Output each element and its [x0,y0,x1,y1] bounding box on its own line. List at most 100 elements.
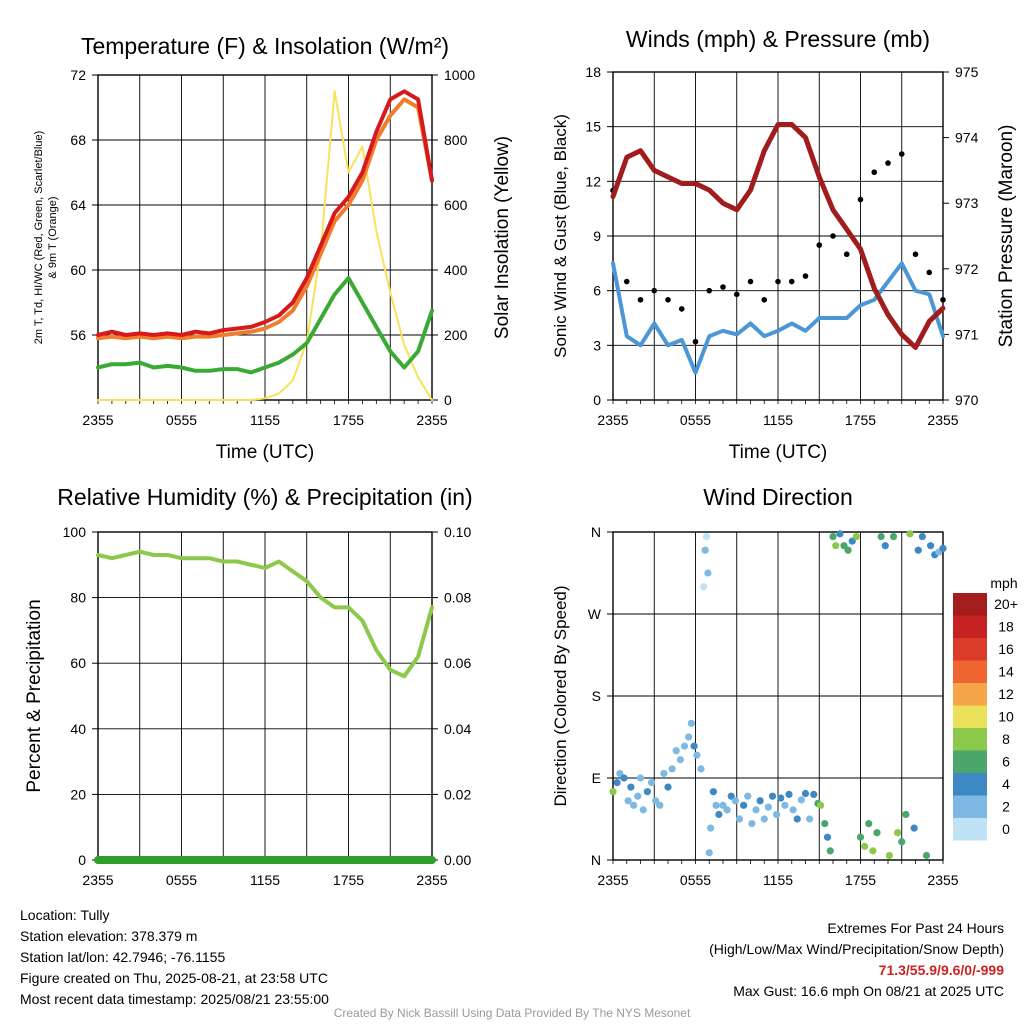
wind-y2tick-label: 975 [955,64,979,80]
direction-point [823,833,832,841]
direction-point [693,751,701,759]
direction-point [656,801,664,809]
wind-gust-point [720,284,726,290]
direction-point [885,851,893,860]
rh-xtick-label: 2355 [82,872,113,888]
colorbar-label: 18 [998,619,1014,635]
direction-point [810,790,818,799]
rh-y2tick-label: 0.10 [444,524,471,540]
wind-ytick-label: 15 [585,119,601,135]
rh-xtick-label: 1755 [333,872,364,888]
temp-y2tick-label: 1000 [444,67,475,83]
colorbar-label: 12 [998,686,1014,702]
colorbar-swatch [953,728,987,751]
direction-point [634,792,642,800]
temp-xtick-label: 2355 [82,412,113,428]
figure-created: Figure created on Thu, 2025-08-21, at 23… [20,970,328,986]
wind-gust-point [926,269,933,276]
direction-point [939,544,947,553]
wind-xlabel: Time (UTC) [729,442,828,463]
direction-point [705,849,713,857]
wind-y2label: Station Pressure (Maroon) [996,125,1017,348]
wind-gust-point [885,160,891,166]
wind-ytick-label: 0 [593,392,601,408]
temp-y2tick-label: 800 [444,132,468,148]
direction-point [668,765,676,773]
temp-series-wetbulb9m [96,97,434,341]
direction-point [752,806,760,814]
direction-point [840,542,848,550]
dir-ytick-label: S [592,688,601,704]
direction-point [624,797,632,805]
direction-point [740,801,748,809]
temp-y2tick-label: 0 [444,392,452,408]
direction-point [793,815,801,823]
dir-ytick-label: N [591,852,601,868]
rh-ylabel: Percent & Precipitation [24,599,45,792]
rh-ytick-label: 100 [63,524,87,540]
temp-xtick-label: 0555 [166,412,197,428]
wind-y2tick-label: 970 [955,392,979,408]
colorbar-label: 16 [998,641,1014,657]
temp-ytick-label: 68 [70,132,86,148]
wind-gust-point [623,278,630,285]
direction-point [704,569,712,577]
direction-point [744,792,752,800]
wind-frame [612,71,944,401]
direction-point [701,546,709,554]
direction-point [652,797,660,805]
dir-xtick-label: 0555 [680,872,711,888]
direction-point [821,819,829,828]
direction-point [690,742,698,750]
direction-point [881,542,889,550]
temp-xtick-label: 2355 [416,412,447,428]
temp-y2label: Solar Insolation (Yellow) [492,136,513,339]
temp-ylabel: 2m T, Td, HI/WC (Red, Green, Scarlet/Blu… [33,131,45,345]
direction-point [797,796,805,804]
temp-series-dewpoint [96,276,434,375]
wind-gust-point [816,242,823,248]
colorbar-label: 20+ [994,596,1018,612]
station-location: Location: Tully [20,907,110,923]
direction-point [785,790,793,799]
direction-point [801,789,810,798]
dir-ytick-label: W [588,606,602,622]
direction-point [636,774,645,782]
temp-y2tick-label: 400 [444,262,468,278]
wind-gust-point [637,296,644,303]
direction-point [676,756,684,764]
station-latlon: Station lat/lon: 42.7946; -76.1155 [20,949,226,965]
temp-title: Temperature (F) & Insolation (W/m²) [81,33,449,59]
direction-point [877,532,885,541]
dir-ytick-label: E [592,770,601,786]
direction-point [764,803,772,811]
temp-ytick-label: 60 [70,262,86,278]
direction-point [748,819,756,828]
direction-point [865,819,873,828]
colorbar-swatch [953,795,987,818]
wind-gust-point [843,251,850,258]
direction-point [664,783,672,791]
wind-gust-point [898,151,905,157]
direction-point [719,801,727,809]
temp-xlabel: Time (UTC) [216,442,315,463]
wind-gust-point [912,251,919,258]
wind-gust-point [651,287,658,294]
direction-point [910,824,918,832]
wind-series-pressure [610,122,946,350]
dir-xtick-label: 2355 [597,872,628,888]
direction-point [844,546,852,554]
extremes-values: 71.3/55.9/9.6/0/-999 [878,962,1004,978]
colorbar-swatch [953,773,987,796]
direction-point [902,810,910,819]
direction-point [616,769,624,778]
rh-xtick-label: 0555 [166,872,197,888]
colorbar-swatch [953,638,987,661]
wind-gust-point [802,273,809,279]
direction-point [680,742,689,750]
direction-point [832,542,840,550]
temp-xtick-label: 1155 [250,412,280,428]
wind-gust-point [747,278,754,285]
dir-xtick-label: 1155 [763,872,793,888]
